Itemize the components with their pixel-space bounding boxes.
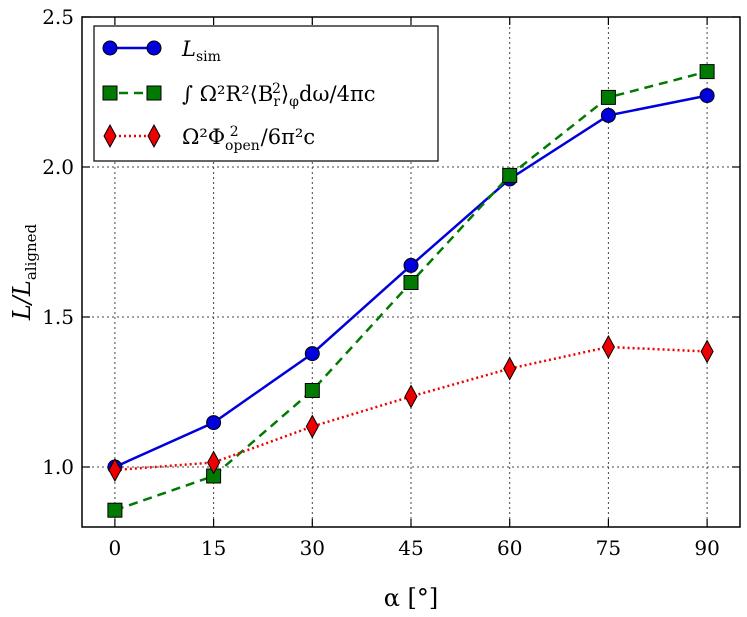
data-point-diamond bbox=[404, 384, 418, 409]
y-tick-label: 2.0 bbox=[42, 155, 74, 179]
svg-text:L/Laligned: L/Laligned bbox=[8, 223, 40, 321]
data-point-diamond bbox=[207, 450, 221, 475]
data-point-square bbox=[600, 89, 616, 105]
legend-marker-circle bbox=[102, 40, 118, 56]
data-point-square bbox=[699, 64, 715, 80]
data-point-circle bbox=[206, 415, 222, 431]
svg-text:∫ Ω²R²⟨Br2⟩φdω/4πc: ∫ Ω²R²⟨Br2⟩φdω/4πc bbox=[182, 81, 376, 110]
legend-label-integral: ∫ Ω²R²⟨B bbox=[182, 82, 273, 106]
data-point-circle bbox=[699, 88, 715, 104]
legend-entry-phi-open: Ω²Φopen2/6π²c bbox=[103, 123, 315, 154]
x-tick-label: 0 bbox=[109, 536, 122, 560]
data-point-diamond bbox=[108, 457, 122, 483]
data-point-square bbox=[107, 502, 123, 518]
legend-marker-square bbox=[102, 85, 118, 101]
legend-marker-square bbox=[146, 85, 162, 101]
legend-marker-diamond bbox=[103, 123, 117, 149]
x-tick-label: 75 bbox=[596, 536, 621, 560]
x-tick-label: 30 bbox=[300, 536, 325, 560]
legend-entry-lsim: Lsim bbox=[102, 37, 221, 65]
legend-label-phi-open: Ω²Φ bbox=[182, 125, 225, 149]
legend: Lsim ∫ Ω²R²⟨Br2⟩φdω/4πc Ω²Φopen2/6π²c bbox=[93, 25, 439, 162]
x-axis-title: α [°] bbox=[384, 584, 439, 612]
data-point-diamond bbox=[305, 414, 319, 439]
data-point-circle bbox=[403, 257, 419, 273]
ticks: 0 15 30 45 60 75 90 1.0 1.5 2.0 2.5 bbox=[42, 5, 740, 560]
legend-marker-circle bbox=[146, 40, 162, 56]
data-point-diamond bbox=[601, 334, 615, 360]
svg-text:Lsim: Lsim bbox=[181, 37, 221, 65]
y-axis-title-main: L/L bbox=[8, 280, 36, 321]
y-tick-label: 1.0 bbox=[42, 455, 74, 479]
legend-label-lsim: L bbox=[181, 37, 196, 61]
svg-text:Ω²Φopen2/6π²c: Ω²Φopen2/6π²c bbox=[182, 124, 315, 154]
y-axis-title-sub: aligned bbox=[22, 223, 40, 280]
data-point-square bbox=[502, 167, 518, 183]
x-tick-label: 45 bbox=[398, 536, 423, 560]
data-point-square bbox=[403, 275, 419, 290]
x-tick-label: 60 bbox=[497, 536, 522, 560]
data-point-diamond bbox=[700, 339, 714, 364]
data-point-circle bbox=[304, 346, 320, 362]
data-point-diamond bbox=[503, 356, 517, 381]
y-tick-label: 1.5 bbox=[42, 305, 74, 329]
x-tick-label: 15 bbox=[201, 536, 226, 560]
y-tick-label: 2.5 bbox=[42, 5, 74, 29]
data-point-circle bbox=[600, 107, 616, 123]
x-tick-label: 90 bbox=[694, 536, 719, 560]
data-point-square bbox=[304, 383, 320, 398]
legend-marker-diamond bbox=[147, 123, 161, 149]
legend-entry-integral: ∫ Ω²R²⟨Br2⟩φdω/4πc bbox=[102, 81, 376, 110]
legend-label-lsim-sub: sim bbox=[196, 49, 221, 65]
y-axis-title: L/Laligned bbox=[8, 223, 40, 321]
series-layer bbox=[107, 64, 715, 518]
